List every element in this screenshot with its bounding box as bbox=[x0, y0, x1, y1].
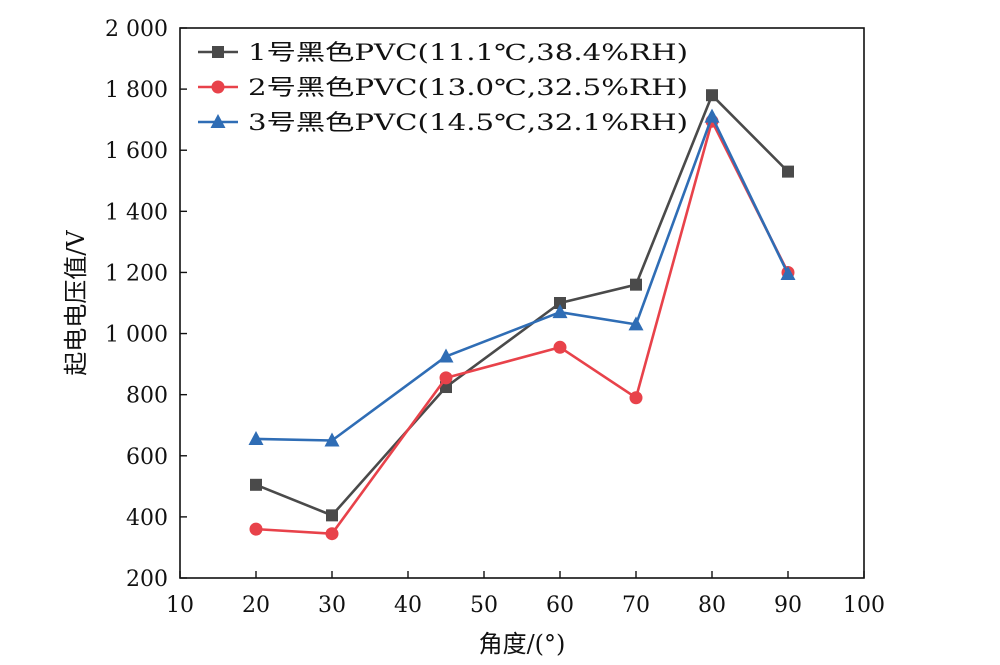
data-point bbox=[552, 304, 568, 319]
data-point bbox=[249, 522, 263, 536]
y-tick-label: 200 bbox=[126, 567, 168, 592]
data-point bbox=[248, 430, 264, 445]
y-tick-label: 1 800 bbox=[105, 78, 168, 103]
legend-marker bbox=[212, 46, 224, 58]
y-tick-label: 1 600 bbox=[105, 139, 168, 164]
data-point bbox=[553, 340, 567, 354]
legend-label: 3号黑色PVC(14.5℃,32.1%RH) bbox=[248, 111, 688, 136]
data-point bbox=[554, 297, 566, 309]
axes: 10 20 30 40 50 60 70 80 90 100 200 400 600 800 1 000 1 … bbox=[105, 17, 885, 618]
data-point bbox=[326, 509, 338, 522]
legend-label: 2号黑色PVC(13.0℃,32.5%RH) bbox=[248, 76, 688, 101]
y-tick-label: 600 bbox=[126, 445, 168, 470]
x-tick-label: 90 bbox=[774, 593, 802, 618]
data-point bbox=[439, 371, 453, 385]
data-point bbox=[780, 265, 796, 280]
x-tick-label: 80 bbox=[698, 593, 726, 618]
legend-marker bbox=[210, 114, 226, 128]
series-3 bbox=[248, 108, 796, 447]
x-tick-label: 50 bbox=[470, 593, 498, 618]
data-point bbox=[438, 348, 454, 363]
legend-item-2: 2号黑色PVC(13.0℃,32.5%RH) bbox=[198, 76, 688, 101]
y-tick-label: 800 bbox=[126, 384, 168, 409]
x-tick-label: 10 bbox=[166, 593, 194, 618]
legend-item-1: 1号黑色PVC(11.1℃,38.4%RH) bbox=[198, 41, 688, 66]
data-point bbox=[628, 316, 644, 331]
data-point bbox=[629, 391, 643, 405]
series-line bbox=[255, 115, 790, 442]
x-tick-label: 30 bbox=[318, 593, 346, 618]
y-tick-label: 1 000 bbox=[105, 323, 168, 348]
legend: 1号黑色PVC(11.1℃,38.4%RH) 2号黑色PVC(13.0℃,32.5… bbox=[198, 41, 688, 136]
data-point bbox=[325, 527, 339, 541]
y-tick-label: 2 000 bbox=[105, 17, 168, 42]
legend-label: 1号黑色PVC(11.1℃,38.4%RH) bbox=[248, 41, 688, 66]
legend-item-3: 3号黑色PVC(14.5℃,32.1%RH) bbox=[198, 111, 688, 136]
data-point bbox=[250, 478, 262, 491]
data-point bbox=[706, 89, 718, 102]
series-1 bbox=[250, 89, 794, 522]
data-point bbox=[630, 278, 642, 291]
x-tick-label: 60 bbox=[546, 593, 574, 618]
legend-marker bbox=[211, 80, 225, 94]
data-point bbox=[704, 108, 720, 123]
x-tick-label: 70 bbox=[622, 593, 650, 618]
y-tick-label: 400 bbox=[126, 506, 168, 531]
x-tick-label: 20 bbox=[242, 593, 270, 618]
data-point bbox=[324, 432, 340, 447]
series-layer bbox=[248, 89, 796, 541]
y-axis-title: 起电电压值/V bbox=[62, 230, 90, 376]
series-line bbox=[255, 93, 789, 517]
y-tick-label: 1 200 bbox=[105, 261, 168, 286]
x-tick-label: 100 bbox=[843, 593, 885, 618]
plot-frame bbox=[179, 27, 865, 579]
x-axis-title: 角度/(°) bbox=[479, 630, 566, 658]
data-point bbox=[782, 165, 794, 178]
x-tick-label: 40 bbox=[394, 593, 422, 618]
y-tick-label: 1 400 bbox=[105, 200, 168, 225]
